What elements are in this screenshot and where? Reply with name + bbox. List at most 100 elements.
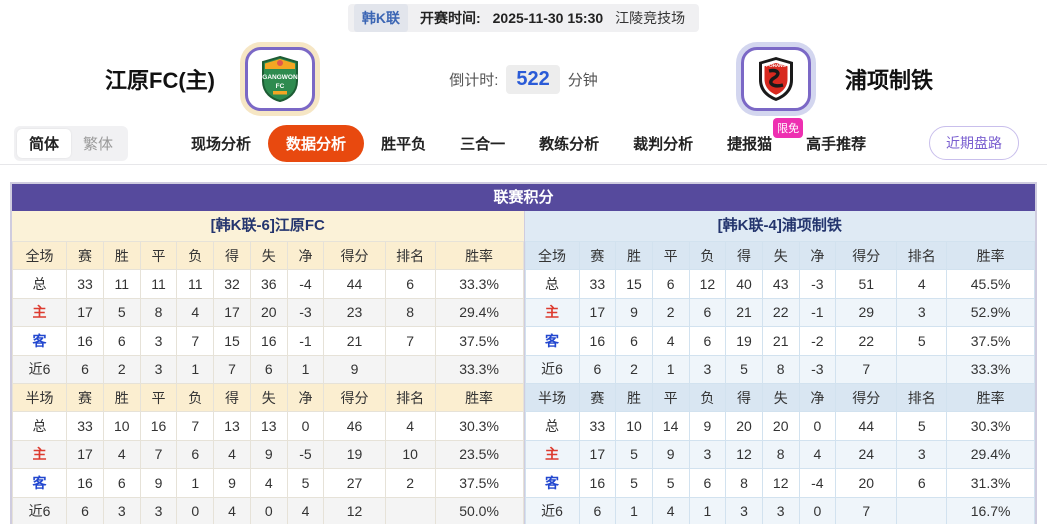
- stat-cell: 6: [896, 468, 948, 498]
- countdown-value: 522: [506, 64, 560, 94]
- table-row: 主 17 9 2 6 21 22 -1 29 3 52.9%: [524, 297, 1035, 328]
- stat-cell: 2: [384, 468, 436, 498]
- stat-cell: 3: [139, 496, 178, 524]
- lang-option[interactable]: 简体: [17, 128, 72, 158]
- column-header-cell: 净: [798, 382, 837, 413]
- stat-cell: 20: [249, 297, 288, 328]
- stat-cell: 0: [286, 411, 325, 441]
- table-row: 主 17 4 7 6 4 9 -5 19 10 23.5%: [11, 439, 524, 470]
- column-header-cell: 胜: [615, 382, 653, 413]
- stat-cell: 4: [896, 269, 948, 299]
- stat-cell: 5: [615, 468, 653, 498]
- top-info-bar: 韩K联 开赛时间: 2025-11-30 15:30 江陵竞技场: [0, 0, 1047, 36]
- lang-option[interactable]: 繁体: [83, 135, 114, 153]
- nav-tab[interactable]: 高手推荐: [806, 135, 867, 153]
- stat-cell: 29: [835, 297, 898, 328]
- stat-cell: 17: [66, 439, 104, 470]
- stat-cell: 6: [688, 297, 727, 328]
- column-header-cell: 负: [176, 382, 215, 413]
- nav-tab[interactable]: 数据分析: [268, 124, 365, 162]
- column-header-row: 全场赛胜平负得失净得分 排名 胜率: [524, 240, 1035, 271]
- stat-cell: -3: [286, 297, 325, 328]
- column-header-cell: 负: [688, 240, 727, 271]
- stat-cell: 15: [213, 326, 251, 356]
- stat-cell: 1: [615, 496, 653, 524]
- column-header-cell: 得分: [835, 240, 898, 271]
- stat-cell: 4: [651, 326, 690, 356]
- column-header-cell: 得分: [323, 240, 386, 271]
- row-label-cell: 总: [524, 411, 580, 441]
- stat-cell: 1: [651, 354, 690, 384]
- svg-text:POHANG: POHANG: [766, 63, 786, 68]
- stat-cell: 6: [384, 269, 436, 299]
- column-header-cell: 排名: [896, 240, 948, 271]
- countdown: 倒计时: 522 分钟: [420, 64, 627, 94]
- stat-cell: 33: [578, 411, 617, 441]
- match-header: 江原FC(主) GANGWON FC 倒计时: 522 分钟 POHANG: [0, 36, 1047, 122]
- away-team-crest-icon: POHANG: [740, 47, 811, 111]
- nav-tab[interactable]: 教练分析: [539, 135, 600, 153]
- table-row: 客 16 5 5 6 8 12 -4 20 6 31.3%: [524, 468, 1035, 498]
- stat-cell: 6: [176, 439, 215, 470]
- stat-cell: 7: [835, 354, 898, 384]
- table-row: 近6 6 1 4 1 3 3 0 7 16.7%: [524, 496, 1035, 524]
- stat-cell: 2: [615, 354, 653, 384]
- column-header-cell: 排名: [384, 382, 436, 413]
- column-header-cell: 赛: [66, 240, 104, 271]
- stat-cell: 44: [323, 269, 386, 299]
- svg-text:GANGWON: GANGWON: [262, 74, 298, 81]
- stat-cell: 10: [384, 439, 436, 470]
- column-header-cell: 负: [176, 240, 215, 271]
- stat-cell: 43: [761, 269, 800, 299]
- column-header-cell: 赛: [578, 240, 617, 271]
- column-header-cell: 半场: [11, 382, 68, 413]
- stat-cell: 33.3%: [946, 354, 1035, 384]
- row-label-cell: 主: [524, 439, 580, 470]
- column-header-cell: 平: [139, 240, 178, 271]
- stat-cell: 9: [615, 297, 653, 328]
- nav-tab[interactable]: 现场分析: [191, 135, 252, 153]
- league-points-card: 联赛积分 [韩K联-6]江原FC 全场赛胜平负得失净得分 排名 胜率总 33 11 11 1…: [10, 182, 1037, 524]
- nav-tab[interactable]: 胜平负: [381, 135, 427, 153]
- column-header-cell: 得: [725, 382, 763, 413]
- stat-cell: 45.5%: [946, 269, 1035, 299]
- nav-tab[interactable]: 捷报猫 限免: [710, 117, 804, 161]
- stat-cell: 16: [66, 468, 104, 498]
- column-header-cell: 半场: [524, 382, 580, 413]
- stat-cell: -3: [798, 269, 837, 299]
- stat-cell: 40: [725, 269, 763, 299]
- stat-cell: 11: [139, 269, 178, 299]
- column-header-cell: 胜: [102, 240, 141, 271]
- column-header-cell: 净: [286, 382, 325, 413]
- stat-cell: 5: [651, 468, 690, 498]
- stat-cell: 1: [286, 354, 325, 384]
- stat-cell: -1: [798, 297, 837, 328]
- stat-cell: 7: [384, 326, 436, 356]
- stat-cell: 8: [139, 297, 178, 328]
- column-header-cell: 得: [213, 382, 251, 413]
- row-label-cell: 客: [524, 468, 580, 498]
- stat-cell: 9: [651, 439, 690, 470]
- stat-cell: 11: [176, 269, 215, 299]
- stat-cell: 6: [578, 496, 617, 524]
- row-label-cell: 客: [524, 326, 580, 356]
- stat-cell: 22: [835, 326, 898, 356]
- stat-cell: 6: [102, 468, 141, 498]
- stat-cell: 12: [323, 496, 386, 524]
- stat-cell: 3: [139, 354, 178, 384]
- nav-tab[interactable]: 裁判分析: [633, 135, 694, 153]
- away-team-name: 浦项制铁: [844, 68, 933, 93]
- nav-tab[interactable]: 三合一: [460, 135, 506, 153]
- lang-toggle: 简体 繁体: [14, 125, 129, 161]
- stat-cell: 12: [761, 468, 800, 498]
- league-chip[interactable]: 韩K联: [353, 4, 408, 32]
- stat-cell: 16: [139, 411, 178, 441]
- recent-odds-button[interactable]: 近期盘路: [929, 126, 1019, 160]
- table-row: 总 33 10 14 9 20 20 0 44 5 30.3%: [524, 411, 1035, 441]
- stat-cell: 9: [323, 354, 386, 384]
- column-header-row: 半场赛胜平负得失净得分 排名 胜率: [11, 382, 524, 413]
- stat-cell: 9: [249, 439, 288, 470]
- stat-cell: 20: [835, 468, 898, 498]
- stat-cell: 12: [725, 439, 763, 470]
- stat-cell: 7: [835, 496, 898, 524]
